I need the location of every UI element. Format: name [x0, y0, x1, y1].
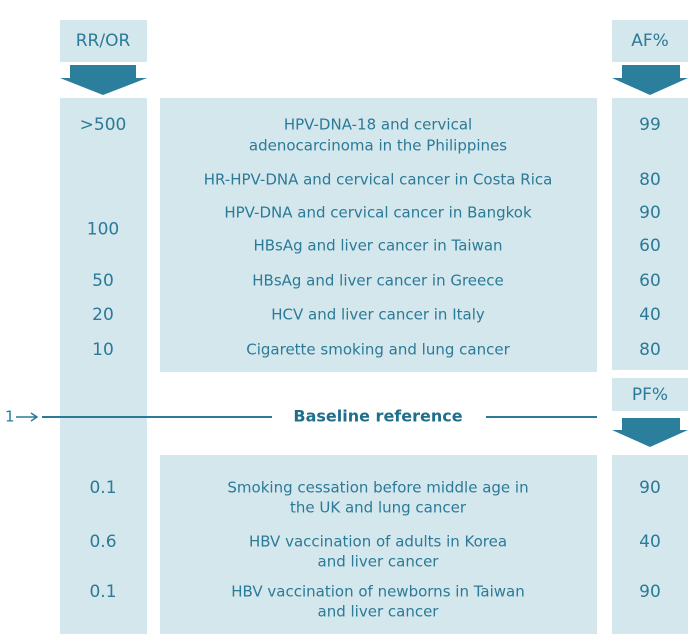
description: HPV-DNA-18 and cervical — [284, 116, 472, 134]
af-header-box — [612, 20, 688, 62]
description: HR-HPV-DNA and cervical cancer in Costa … — [204, 171, 553, 189]
pf-value: 40 — [639, 532, 661, 552]
rr-arrow — [60, 65, 147, 95]
rr-column — [60, 98, 147, 634]
af-value: 80 — [639, 340, 661, 360]
description: Smoking cessation before middle age in — [227, 479, 528, 497]
af-value: 40 — [639, 305, 661, 325]
rr-value: 50 — [92, 271, 114, 291]
description: HBsAg and liver cancer in Greece — [252, 272, 504, 290]
rr-value: 0.1 — [89, 582, 116, 602]
af-column — [612, 98, 688, 370]
description: the UK and lung cancer — [290, 499, 467, 517]
description: adenocarcinoma in the Philippines — [249, 137, 507, 155]
description: HBV vaccination of adults in Korea — [249, 533, 507, 551]
rr-value: 10 — [92, 340, 114, 360]
rr-value: 0.1 — [89, 478, 116, 498]
af-header: AF% — [631, 31, 669, 51]
baseline-label: Baseline reference — [293, 407, 462, 426]
baseline-arrow — [16, 412, 39, 422]
pf-value: 90 — [639, 478, 661, 498]
pf-header: PF% — [632, 385, 668, 405]
af-value: 60 — [639, 271, 661, 291]
description: HBV vaccination of newborns in Taiwan — [231, 583, 524, 601]
risk-box — [160, 98, 597, 372]
protective-box — [160, 455, 597, 634]
rr-value: 100 — [87, 220, 119, 240]
af-arrow — [612, 65, 688, 95]
pf-value: 90 — [639, 582, 661, 602]
rr-header: RR/OR — [76, 31, 131, 51]
rr-header-box — [60, 20, 147, 62]
rr-value: >500 — [80, 115, 127, 135]
rr-value: 0.6 — [89, 532, 116, 552]
description: and liver cancer — [318, 553, 440, 571]
pf-arrow — [612, 418, 688, 447]
af-value: 99 — [639, 115, 661, 135]
baseline-value: 1 — [5, 408, 15, 426]
af-value: 80 — [639, 170, 661, 190]
af-value: 90 — [639, 203, 661, 223]
pf-column — [612, 455, 688, 634]
description: HPV-DNA and cervical cancer in Bangkok — [224, 204, 532, 222]
description: HCV and liver cancer in Italy — [271, 306, 485, 324]
af-value: 60 — [639, 236, 661, 256]
description: HBsAg and liver cancer in Taiwan — [253, 237, 502, 255]
rr-value: 20 — [92, 305, 114, 325]
description: Cigarette smoking and lung cancer — [246, 341, 510, 359]
pf-header-box — [612, 378, 688, 411]
description: and liver cancer — [318, 603, 440, 621]
